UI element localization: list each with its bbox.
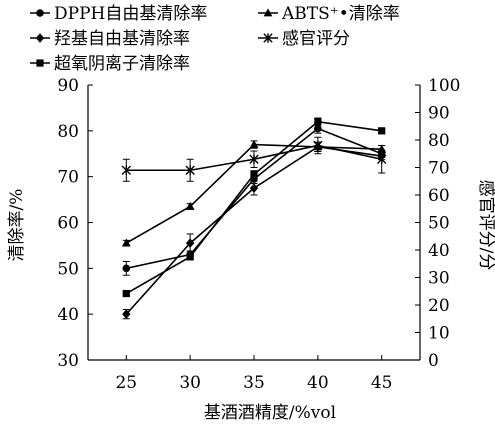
y2-tick-label: 30: [428, 269, 450, 289]
x-tick-label: 30: [179, 373, 201, 393]
y-tick-label: 30: [57, 351, 79, 371]
data-point: [121, 165, 132, 176]
y-tick-label: 40: [57, 305, 79, 325]
y2-tick-label: 90: [428, 104, 450, 124]
y-tick-label: 60: [57, 214, 79, 234]
legend-marker: [263, 33, 273, 43]
y-axis-label: 清除率/%: [7, 189, 27, 262]
data-point: [186, 253, 194, 261]
y2-tick-label: 100: [428, 76, 460, 96]
y2-tick-label: 40: [428, 241, 450, 261]
y-tick-label: 90: [57, 76, 79, 96]
x-tick-label: 40: [307, 373, 329, 393]
data-point: [185, 238, 195, 248]
chart-series: [121, 117, 387, 320]
data-point: [121, 238, 131, 247]
x-tick-label: 35: [243, 373, 265, 393]
data-point: [314, 124, 322, 133]
data-point: [249, 183, 259, 193]
y2-tick-label: 80: [428, 131, 450, 151]
legend-item: 超氧阴离子清除率: [30, 54, 190, 74]
legend-item: DPPH自由基清除率: [30, 4, 207, 24]
x-axis-label: 基酒酒精度/%vol: [204, 403, 336, 423]
data-point: [249, 154, 259, 165]
x-tick-label: 25: [115, 373, 137, 393]
legend-marker: [35, 33, 45, 43]
data-point: [378, 127, 386, 135]
data-point: [122, 309, 131, 319]
y2-tick-label: 0: [428, 351, 439, 371]
x-tick-label: 45: [371, 373, 393, 393]
data-point: [250, 170, 258, 178]
legend-label: 感官评分: [282, 29, 350, 49]
legend-item: 感官评分: [258, 29, 350, 49]
y2-tick-label: 60: [428, 186, 450, 206]
data-point: [314, 118, 322, 126]
y2-tick-label: 10: [428, 324, 450, 344]
series-line: [126, 127, 382, 270]
data-point: [122, 289, 130, 298]
series-square: [122, 117, 386, 298]
y2-axis-label: 感官评分/分: [476, 180, 495, 271]
series-star: [121, 136, 387, 182]
series-diamond: [122, 141, 386, 320]
y2-tick-label: 20: [428, 296, 450, 316]
legend-marker: [263, 8, 273, 17]
y-tick-label: 70: [57, 168, 79, 188]
y-tick-label: 50: [57, 259, 79, 279]
y2-tick-label: 50: [428, 214, 450, 234]
data-point: [185, 201, 195, 210]
legend-marker: [36, 59, 44, 67]
y-tick-label: 80: [57, 122, 79, 142]
chart-axes: 30 40 50 60 70 80 90 0 10 20 30 40 50 60 70 80 90 100 25 30…: [57, 76, 460, 393]
data-point: [376, 154, 387, 165]
legend-label: DPPH自由基清除率: [54, 4, 207, 24]
legend-label: ABTS⁺•清除率: [281, 4, 400, 24]
legend-label: 超氧阴离子清除率: [54, 54, 190, 74]
data-point: [122, 264, 131, 273]
legend-item: ABTS⁺•清除率: [258, 4, 400, 24]
data-point: [313, 140, 323, 151]
legend-marker: [36, 9, 44, 17]
data-point: [249, 139, 259, 148]
y2-tick-label: 70: [428, 159, 450, 179]
legend-item: 羟基自由基清除率: [30, 29, 190, 49]
legend-label: 羟基自由基清除率: [54, 29, 190, 49]
data-point: [185, 165, 195, 176]
